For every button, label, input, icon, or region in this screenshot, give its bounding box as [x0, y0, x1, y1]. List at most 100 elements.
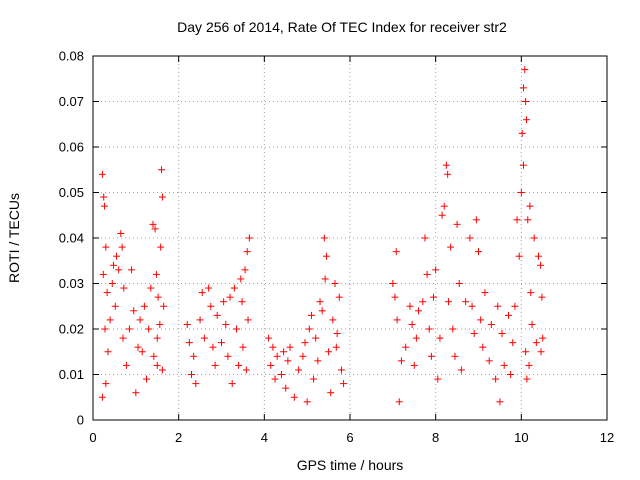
data-point	[318, 307, 326, 315]
data-point	[132, 389, 140, 397]
data-point	[528, 320, 536, 328]
x-tick-label: 10	[514, 430, 528, 445]
data-point	[271, 375, 279, 383]
data-point	[335, 293, 343, 301]
data-point	[108, 280, 116, 287]
data-point	[232, 325, 240, 333]
data-point	[408, 320, 416, 328]
data-point	[98, 170, 106, 178]
data-point	[200, 334, 208, 342]
data-point	[393, 316, 401, 324]
data-point	[427, 352, 435, 360]
data-point	[421, 234, 429, 242]
y-tick-label: 0.03	[59, 276, 84, 291]
data-point	[140, 302, 148, 310]
data-point	[504, 311, 512, 319]
data-point	[183, 320, 191, 328]
data-point	[522, 348, 530, 356]
data-point	[466, 234, 474, 242]
data-point	[449, 325, 457, 333]
data-point	[310, 375, 318, 383]
data-point	[239, 343, 247, 351]
data-point	[160, 302, 168, 310]
data-point	[500, 361, 508, 369]
data-point	[196, 316, 204, 324]
data-point	[521, 66, 529, 74]
data-point	[515, 252, 523, 260]
data-point	[496, 398, 504, 406]
data-point	[539, 334, 547, 342]
data-point	[419, 298, 427, 306]
data-point	[415, 307, 423, 315]
data-points	[98, 66, 547, 406]
data-point	[468, 302, 476, 310]
data-point	[218, 339, 225, 347]
data-point	[209, 343, 217, 351]
data-point	[241, 266, 249, 274]
data-point	[238, 298, 246, 306]
data-point	[518, 129, 526, 137]
data-point	[290, 393, 298, 401]
data-point	[434, 375, 442, 383]
data-point	[153, 361, 161, 369]
y-tick-label: 0.02	[59, 322, 84, 337]
data-point	[519, 161, 527, 169]
data-point	[265, 334, 273, 342]
data-point	[509, 339, 517, 347]
y-tick-label: 0.05	[59, 185, 84, 200]
data-point	[321, 275, 329, 283]
data-point	[410, 361, 418, 369]
x-axis-label: GPS time / hours	[297, 457, 404, 473]
data-point	[211, 361, 219, 369]
data-point	[325, 348, 333, 356]
data-point	[487, 320, 495, 328]
data-point	[322, 252, 330, 260]
data-point	[100, 193, 108, 201]
data-point	[316, 298, 324, 306]
data-point	[436, 334, 444, 342]
data-point	[134, 343, 142, 351]
data-point	[103, 289, 111, 297]
data-point	[98, 393, 106, 401]
data-point	[492, 375, 500, 383]
data-point	[220, 298, 228, 306]
data-point	[438, 211, 446, 219]
data-point	[511, 302, 519, 310]
data-point	[111, 302, 119, 310]
data-point	[198, 289, 206, 297]
x-tick-label: 12	[600, 430, 614, 445]
data-point	[392, 248, 400, 256]
data-point	[138, 348, 146, 356]
data-point	[228, 380, 236, 388]
data-point	[205, 284, 213, 292]
data-point	[284, 357, 292, 365]
data-point	[522, 116, 530, 124]
data-point	[532, 339, 540, 347]
data-point	[340, 380, 348, 388]
data-point	[119, 334, 127, 342]
y-axis-label: ROTI / TECUs	[6, 193, 22, 283]
data-point	[192, 380, 200, 388]
data-point	[207, 302, 215, 310]
data-point	[277, 371, 285, 378]
grid	[93, 56, 607, 420]
data-point	[273, 352, 281, 360]
data-point	[389, 280, 397, 287]
data-point	[157, 243, 165, 251]
data-point	[102, 243, 110, 251]
data-point	[327, 389, 335, 397]
data-point	[282, 384, 290, 392]
data-point	[115, 266, 123, 274]
data-point	[185, 339, 193, 347]
data-point	[245, 234, 253, 242]
data-point	[395, 398, 403, 406]
data-point	[145, 325, 153, 333]
x-tick-label: 4	[261, 430, 268, 445]
data-point	[481, 289, 489, 297]
data-point	[151, 225, 159, 233]
data-point	[332, 343, 340, 351]
data-point	[230, 284, 238, 292]
data-point	[331, 280, 339, 287]
data-point	[110, 261, 118, 269]
data-point	[534, 252, 542, 260]
